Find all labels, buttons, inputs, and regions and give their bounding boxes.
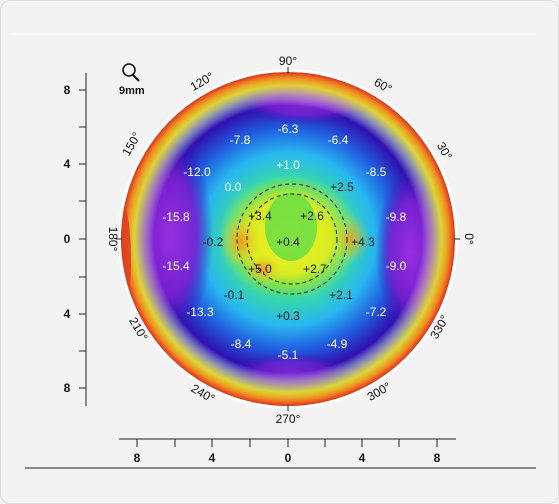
map-value: -15.8 [162, 210, 190, 224]
angle-label: 150° [119, 130, 144, 159]
map-value: -7.2 [366, 305, 387, 319]
colour-map [116, 67, 460, 411]
angle-label: 90° [279, 54, 297, 68]
map-value: -6.3 [278, 122, 299, 136]
left-tick-label: 4 [64, 157, 71, 171]
map-value: -8.5 [366, 165, 387, 179]
left-tick-label: 0 [64, 232, 71, 246]
map-value: -4.9 [327, 337, 348, 351]
map-value: +0.4 [276, 235, 300, 249]
map-value: +2.1 [329, 288, 353, 302]
map-value: +1.0 [276, 158, 300, 172]
map-value: -15.4 [162, 259, 190, 273]
map-value: -5.1 [278, 348, 299, 362]
map-value: +2.7 [303, 262, 327, 276]
map-value: -7.8 [230, 133, 251, 147]
map-value: -0.2 [203, 235, 224, 249]
angle-label: 270° [276, 412, 301, 426]
zoom-control[interactable]: 9mm [119, 63, 145, 97]
left-axis: 8 4 0 4 8 [64, 73, 87, 406]
map-value: -12.0 [183, 165, 211, 179]
bottom-tick-label: 8 [134, 451, 141, 465]
bottom-tick-label: 0 [285, 451, 292, 465]
map-value: -6.4 [328, 133, 349, 147]
map-value: -0.1 [224, 288, 245, 302]
map-value: +2.5 [330, 180, 354, 194]
bottom-tick-label: 4 [359, 451, 366, 465]
zoom-label: 9mm [119, 85, 145, 97]
left-tick-label: 4 [64, 307, 71, 321]
magnifier-icon [122, 63, 136, 77]
bottom-tick-label: 8 [434, 451, 441, 465]
map-value: 0.0 [225, 180, 242, 194]
map-value: -13.3 [186, 305, 214, 319]
map-value: +4.3 [351, 235, 375, 249]
bottom-axis: 8 4 0 4 8 [25, 438, 536, 469]
map-value: -8.4 [231, 337, 252, 351]
map-value: +3.4 [248, 209, 272, 223]
bottom-tick-label: 4 [209, 451, 216, 465]
value-labels: -6.3 -7.8 -6.4 -12.0 +1.0 -8.5 0.0 +2.5 … [162, 122, 406, 362]
map-value: -9.8 [386, 210, 407, 224]
map-value: -9.0 [386, 259, 407, 273]
angle-label: 180° [106, 227, 120, 252]
left-tick-label: 8 [64, 83, 71, 97]
angle-label: 0° [462, 233, 476, 245]
map-value: +5.0 [248, 262, 272, 276]
map-value: +2.6 [300, 209, 324, 223]
left-tick-label: 8 [64, 381, 71, 395]
map-value: +0.3 [276, 309, 300, 323]
